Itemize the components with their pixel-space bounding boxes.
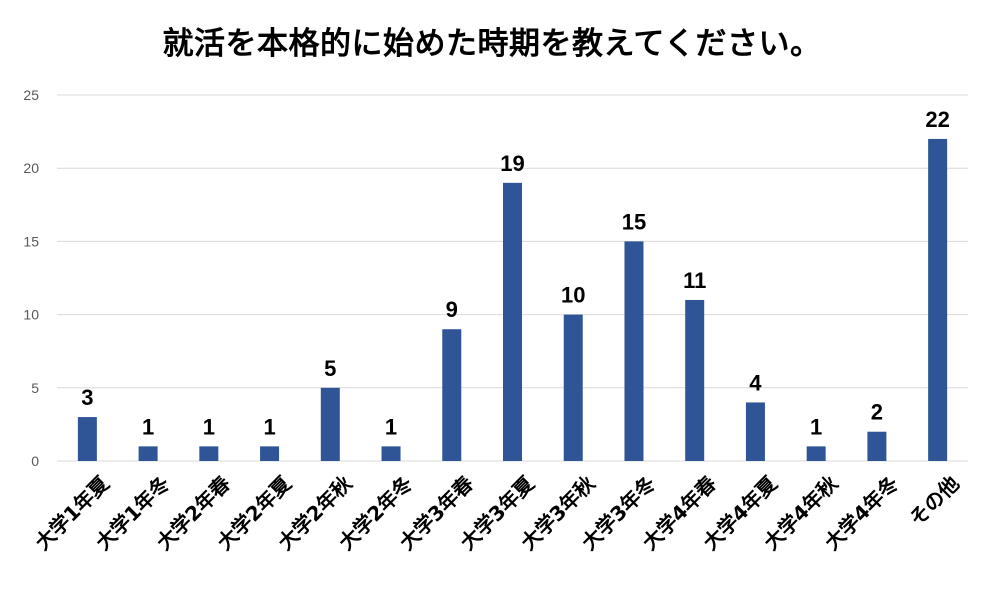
bar-0	[77, 417, 97, 461]
data-label: 3	[81, 385, 93, 410]
y-tick-label: 10	[23, 307, 39, 323]
bar-7	[503, 182, 522, 461]
bar-2	[199, 446, 219, 461]
data-label: 1	[142, 414, 154, 439]
y-tick-label: 15	[23, 233, 39, 249]
data-label: 22	[925, 107, 949, 132]
data-label: 1	[385, 414, 397, 439]
bar-11	[745, 402, 765, 461]
y-tick-label: 25	[23, 87, 39, 103]
chart-title: 就活を本格的に始めた時期を教えてください。	[162, 26, 822, 62]
data-label: 1	[263, 414, 275, 439]
y-tick-label: 20	[23, 160, 39, 176]
bar-8	[563, 314, 583, 461]
data-label: 19	[500, 151, 524, 176]
y-tick-label: 5	[31, 380, 39, 396]
bar-6	[442, 329, 462, 461]
bar-9	[624, 241, 644, 461]
y-tick-label: 0	[31, 453, 39, 469]
y-axis-ticks: 0 5 10 15 20 25	[23, 87, 39, 469]
data-label: 10	[561, 283, 585, 308]
x-tick-label: その他	[905, 471, 964, 530]
bar-3	[260, 446, 280, 461]
bars	[77, 138, 948, 462]
x-axis-labels: 大学1年夏大学1年冬大学2年春大学2年夏大学2年秋大学2年冬大学3年春大学3年夏…	[30, 471, 964, 555]
data-label: 11	[683, 268, 706, 293]
data-label: 1	[203, 414, 215, 439]
data-label: 5	[324, 356, 336, 381]
data-label: 9	[446, 297, 458, 322]
bar-1	[138, 446, 158, 461]
data-label: 15	[622, 209, 646, 234]
bar-12	[806, 446, 826, 461]
bar-10	[685, 299, 705, 461]
data-label: 4	[749, 370, 762, 395]
bar-13	[867, 431, 887, 461]
data-label: 2	[871, 400, 883, 425]
bar-5	[381, 446, 401, 461]
data-label: 1	[810, 414, 822, 439]
bar-14	[928, 138, 948, 462]
bar-4	[320, 387, 340, 461]
